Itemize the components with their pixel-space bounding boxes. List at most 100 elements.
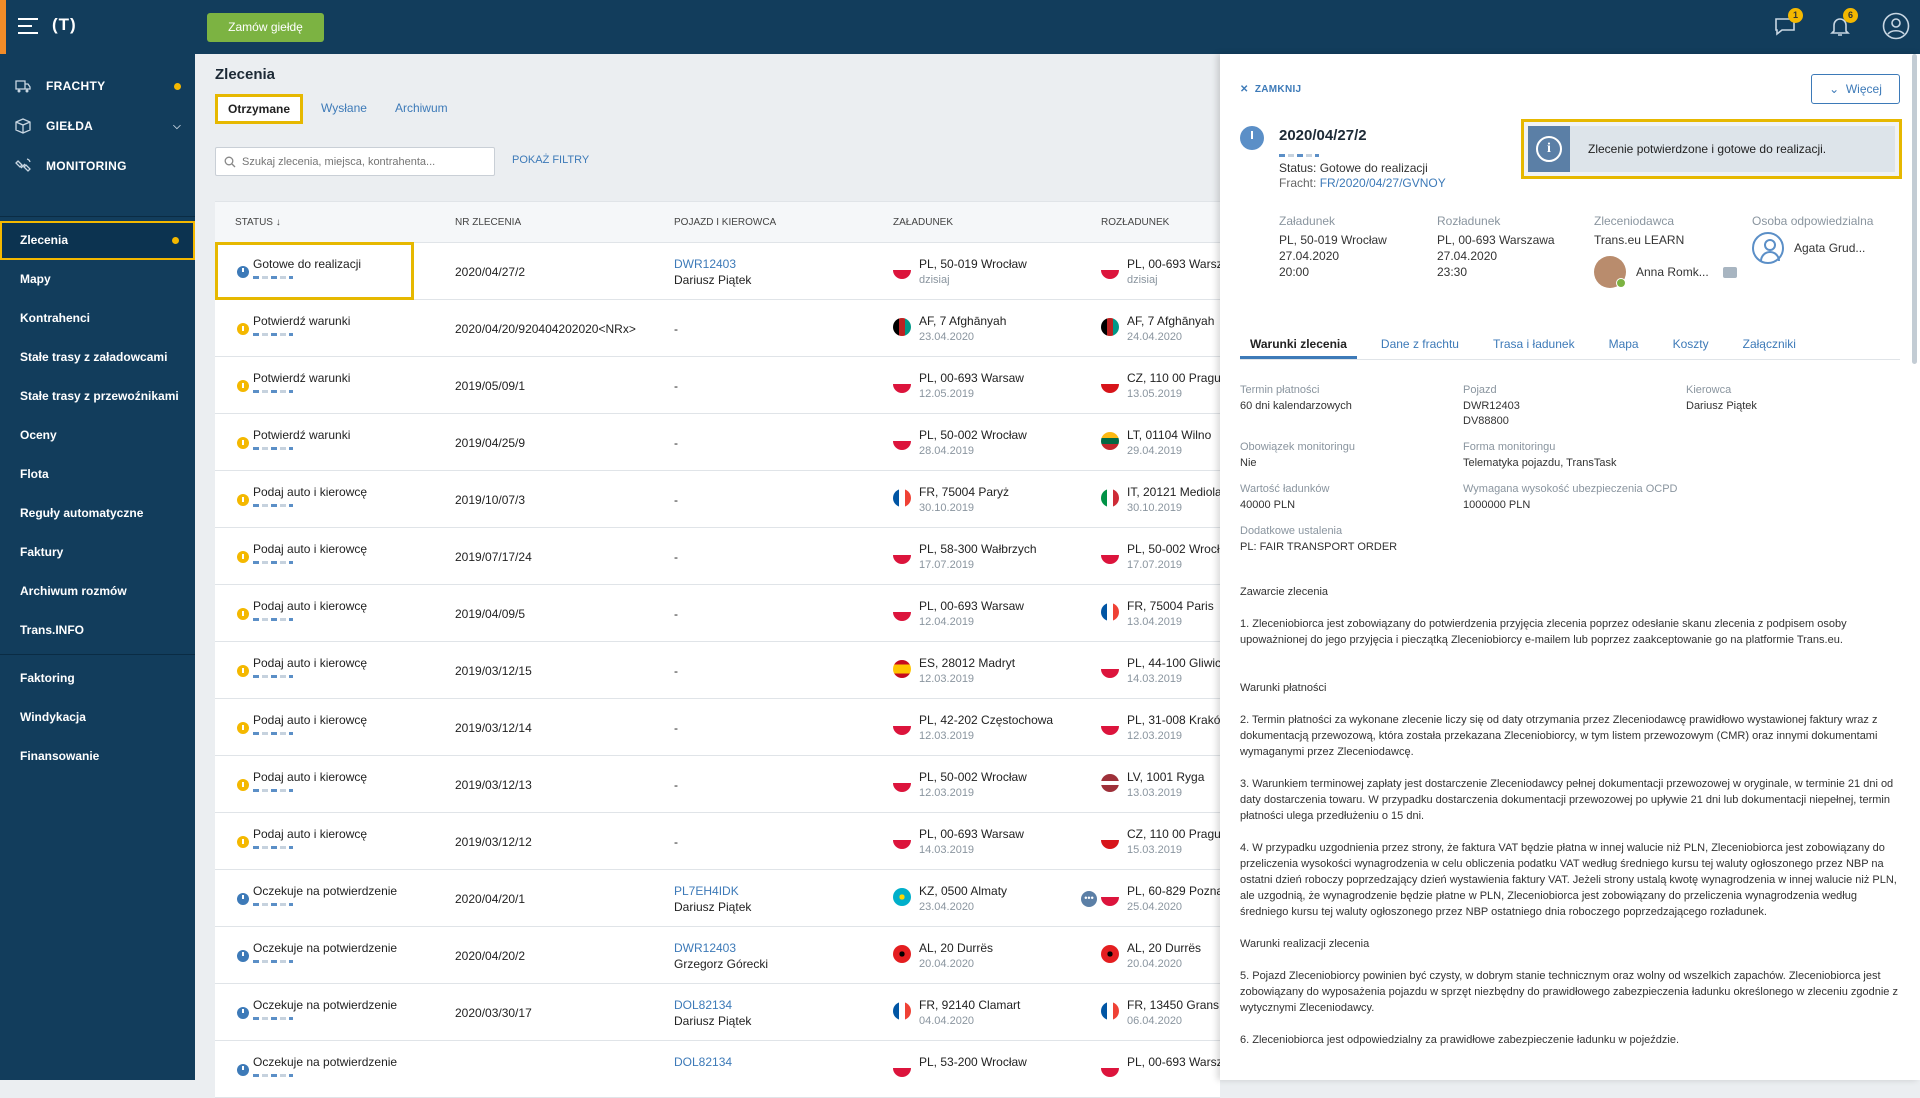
detail-driver: Kierowca Dariusz Piątek [1686, 384, 1757, 414]
sidebar-item-label: Reguły automatyczne [20, 506, 144, 520]
load-date: 12.03.2019 [919, 787, 975, 799]
tab-map[interactable]: Mapa [1608, 337, 1639, 351]
flag-pl-icon [1101, 261, 1119, 279]
sidebar-item-finansowanie[interactable]: Finansowanie [0, 737, 195, 776]
detail-tabs: Warunki zlecenia Dane z frachtu Trasa i … [1240, 332, 1900, 360]
vehicle-link[interactable]: PL7EH4IDK [674, 884, 739, 898]
page-title: Zlecenia [215, 66, 276, 83]
table-row[interactable]: Potwierdź warunki 2020/04/20/92040420202… [215, 300, 1220, 357]
detail-insurance: Wymagana wysokość ubezpieczenia OCPD 100… [1463, 483, 1678, 513]
table-row[interactable]: Podaj auto i kierowcę 2019/03/12/14 - PL… [215, 699, 1220, 756]
notifications-badge: 6 [1843, 8, 1858, 23]
load-date: 20.04.2020 [919, 958, 975, 970]
sidebar-item-gielda[interactable]: GIEŁDA ⌵ [0, 106, 195, 146]
tab-costs[interactable]: Koszty [1672, 337, 1709, 351]
unload-date: 13.05.2019 [1127, 388, 1183, 400]
more-options-icon[interactable]: ••• [1081, 891, 1097, 907]
tab-received[interactable]: Otrzymane [215, 94, 304, 124]
flag-pl-icon [1101, 717, 1119, 735]
detail-monitoring-form: Forma monitoringu Telematyka pojazdu, Tr… [1463, 441, 1616, 471]
status-text: Oczekuje na potwierdzenie [253, 941, 398, 955]
sidebar-item-faktury[interactable]: Faktury [0, 533, 195, 572]
progress-dashes [253, 618, 293, 621]
chat-icon[interactable] [1722, 266, 1737, 278]
load-place: PL, 42-202 Częstochowa [919, 713, 1054, 727]
app-logo[interactable]: (T) [52, 15, 77, 34]
tab-order-terms[interactable]: Warunki zlecenia [1240, 332, 1357, 359]
sidebar-item-flota[interactable]: Flota [0, 455, 195, 494]
table-row[interactable]: Podaj auto i kierowcę 2019/03/12/15 - ES… [215, 642, 1220, 699]
sidebar-item-kontrahenci[interactable]: Kontrahenci [0, 299, 195, 338]
search-input[interactable] [242, 155, 482, 168]
table-row[interactable]: Oczekuje na potwierdzenie DOL82134 PL, 5… [215, 1041, 1220, 1098]
chevron-down-icon[interactable]: ⌵ [173, 120, 181, 132]
warning-icon [237, 437, 249, 449]
vehicle-link[interactable]: DWR12403 [674, 941, 737, 955]
vehicle-empty: - [674, 493, 678, 507]
sidebar-item-stale-trasy-zaladowcy[interactable]: Stałe trasy z załadowcami [0, 338, 195, 377]
sidebar-item-archiwum-rozmow[interactable]: Archiwum rozmów [0, 572, 195, 611]
hamburger-menu-icon[interactable] [18, 18, 38, 34]
vehicle-link[interactable]: DOL82134 [674, 1055, 733, 1069]
close-button[interactable]: ✕ ZAMKNIJ [1240, 84, 1301, 95]
person-name: Anna Romk... [1636, 265, 1709, 279]
status-cell: Podaj auto i kierowcę [215, 471, 455, 527]
progress-dashes [253, 789, 293, 792]
sidebar-item-mapy[interactable]: Mapy [0, 260, 195, 299]
tab-fracht-data[interactable]: Dane z frachtu [1380, 337, 1459, 351]
table-row[interactable]: Oczekuje na potwierdzenie 2020/04/20/2 D… [215, 927, 1220, 984]
sidebar-item-reguly[interactable]: Reguły automatyczne [0, 494, 195, 533]
table-row[interactable]: Podaj auto i kierowcę 2019/07/17/24 - PL… [215, 528, 1220, 585]
unload-place: FR, 13450 Grans [1127, 998, 1220, 1012]
notifications-bell-icon[interactable]: 6 [1828, 8, 1858, 38]
show-filters-link[interactable]: POKAŻ FILTRY [512, 154, 590, 166]
order-exchange-button[interactable]: Zamów giełdę [207, 13, 324, 42]
tab-archive[interactable]: Archiwum [394, 101, 448, 115]
column-header-status[interactable]: STATUS ↓ [235, 216, 281, 228]
vehicle-link[interactable]: DOL82134 [674, 998, 733, 1012]
unload-date: 14.03.2019 [1127, 673, 1183, 685]
fracht-link[interactable]: FR/2020/04/27/GVNOY [1319, 176, 1446, 190]
table-row[interactable]: Podaj auto i kierowcę 2019/03/12/13 - PL… [215, 756, 1220, 813]
close-icon: ✕ [1240, 84, 1249, 95]
terms-paragraph: 6. Zleceniobiorca jest odpowiedzialny za… [1240, 1034, 1680, 1046]
sidebar-item-frachty[interactable]: FRACHTY [0, 66, 195, 106]
sidebar-item-zlecenia[interactable]: Zlecenia [0, 221, 195, 260]
tab-sent[interactable]: Wysłane [321, 101, 367, 115]
load-place: FR, 92140 Clamart [919, 998, 1021, 1012]
flag-fr-icon [893, 489, 911, 507]
table-row[interactable]: Oczekuje na potwierdzenie 2020/04/20/1 P… [215, 870, 1220, 927]
detail-value: 40000 PLN [1240, 499, 1296, 511]
table-row[interactable]: Podaj auto i kierowcę 2019/10/07/3 - FR,… [215, 471, 1220, 528]
tab-attachments[interactable]: Załączniki [1742, 337, 1796, 351]
terms-paragraph: 5. Pojazd Zleceniobiorcy powinien być cz… [1240, 970, 1898, 1014]
more-button[interactable]: ⌄ Więcej [1811, 74, 1900, 104]
table-row[interactable]: Potwierdź warunki 2019/04/25/9 - PL, 50-… [215, 414, 1220, 471]
vehicle-empty: - [674, 721, 678, 735]
sidebar-item-transinfo[interactable]: Trans.INFO [0, 611, 195, 650]
status-cell: Podaj auto i kierowcę [215, 642, 455, 698]
sidebar-item-oceny[interactable]: Oceny [0, 416, 195, 455]
sidebar-item-label: GIEŁDA [46, 119, 94, 133]
sidebar-item-stale-trasy-przewoznicy[interactable]: Stałe trasy z przewoźnikami [0, 377, 195, 416]
sidebar-item-monitoring[interactable]: MONITORING [0, 146, 195, 186]
tab-route-cargo[interactable]: Trasa i ładunek [1492, 337, 1575, 351]
flag-af-icon [1101, 318, 1119, 336]
table-row[interactable]: Podaj auto i kierowcę 2019/04/09/5 - PL,… [215, 585, 1220, 642]
vehicle-link[interactable]: DWR12403 [674, 257, 737, 271]
sidebar-item-windykacja[interactable]: Windykacja [0, 698, 195, 737]
table-row[interactable]: Oczekuje na potwierdzenie 2020/03/30/17 … [215, 984, 1220, 1041]
table-row[interactable]: Gotowe do realizacji 2020/04/27/2 DWR124… [215, 243, 1220, 300]
user-profile-icon[interactable] [1882, 12, 1910, 40]
detail-label: Wymagana wysokość ubezpieczenia OCPD [1463, 483, 1678, 495]
table-row[interactable]: Potwierdź warunki 2019/05/09/1 - PL, 00-… [215, 357, 1220, 414]
panel-scrollbar[interactable] [1912, 54, 1917, 364]
principal-person[interactable]: Anna Romk... [1594, 256, 1737, 288]
progress-dashes [253, 390, 293, 393]
messages-icon[interactable]: 1 [1773, 8, 1803, 38]
sidebar-item-faktoring[interactable]: Faktoring [0, 659, 195, 698]
table-row[interactable]: Podaj auto i kierowcę 2019/03/12/12 - PL… [215, 813, 1220, 870]
responsible-person[interactable]: Agata Grud... [1752, 232, 1873, 264]
sidebar-item-label: Kontrahenci [20, 311, 91, 325]
unload-date: 06.04.2020 [1127, 1015, 1183, 1027]
